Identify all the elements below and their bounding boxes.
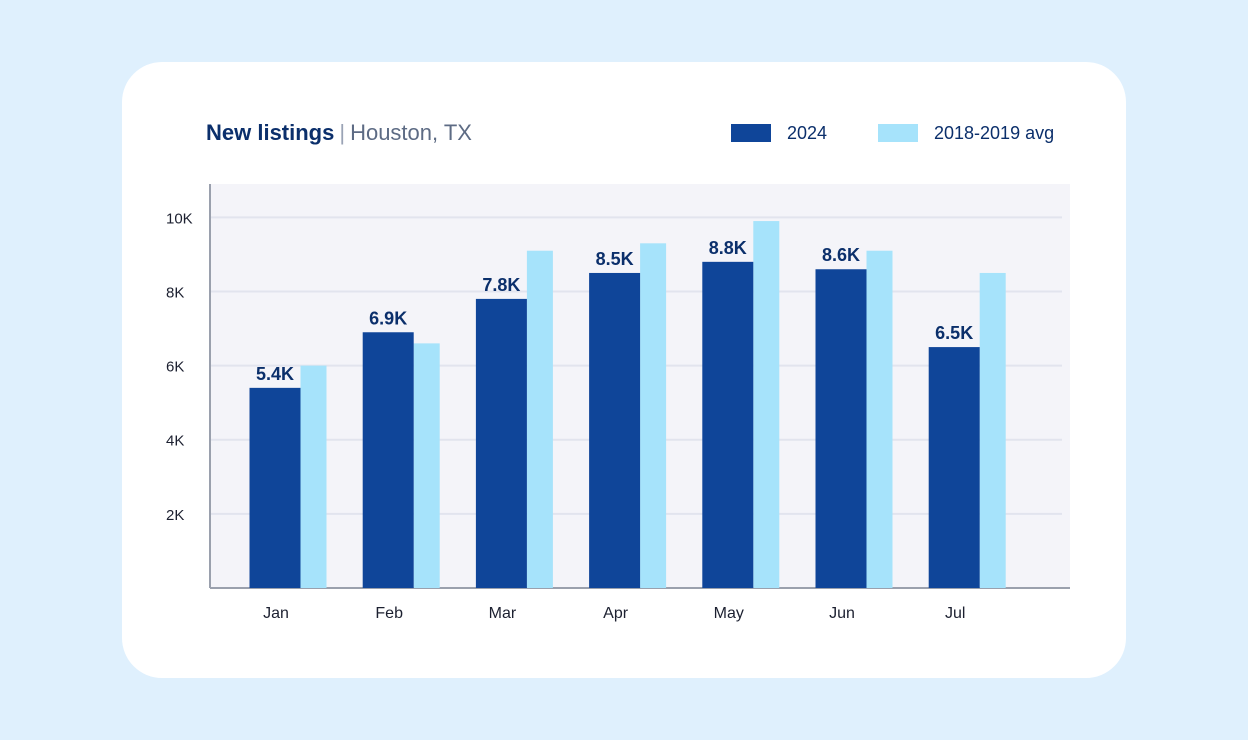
data-label-jan: 5.4K [256, 364, 294, 384]
bar-avg-mar [526, 250, 553, 589]
bar-avg-may [753, 221, 780, 589]
legend-swatch-2024 [731, 124, 771, 142]
legend-label-avg: 2018-2019 avg [934, 122, 1055, 143]
x-tick-label-may: May [714, 605, 744, 622]
y-tick-label: 8K [166, 284, 184, 301]
title-separator: | [339, 120, 346, 145]
x-tick-label-jun: Jun [829, 605, 855, 622]
legend-label-2024: 2024 [787, 122, 828, 143]
bar-2024-jan [249, 387, 301, 588]
data-label-may: 8.8K [709, 238, 747, 258]
x-tick-label-jan: Jan [263, 605, 289, 622]
bar-avg-jan [300, 365, 327, 588]
chart-title: New listings | Houston, TX [206, 119, 472, 147]
bar-avg-apr [640, 243, 667, 589]
bar-2024-feb [362, 332, 414, 588]
y-tick-label: 4K [166, 433, 184, 450]
data-label-apr: 8.5K [596, 249, 634, 269]
bar-2024-may [702, 261, 754, 588]
chart-subtitle: Houston, TX [350, 120, 472, 145]
legend-item-2024: 2024 [731, 122, 827, 144]
bar-2024-apr [589, 272, 641, 588]
data-label-jul: 6.5K [935, 323, 973, 343]
data-label-jun: 8.6K [822, 245, 860, 265]
bar-avg-jun [866, 250, 893, 589]
x-tick-label-apr: Apr [603, 605, 629, 622]
bar-avg-jul [979, 272, 1006, 588]
x-tick-label-feb: Feb [375, 605, 403, 622]
y-tick-label: 10K [166, 210, 193, 227]
x-tick-label-jul: Jul [945, 605, 965, 622]
data-label-feb: 6.9K [369, 308, 407, 328]
chart-title-main: New listings [206, 120, 335, 145]
legend-swatch-avg [878, 124, 918, 142]
bar-avg-feb [413, 343, 440, 588]
x-tick-label-mar: Mar [489, 605, 517, 622]
bar-2024-jun [815, 269, 867, 588]
legend-item-avg: 2018-2019 avg [878, 122, 1054, 144]
y-tick-label: 6K [166, 359, 184, 376]
data-label-mar: 7.8K [482, 275, 520, 295]
bar-2024-mar [475, 298, 527, 588]
y-tick-label: 2K [166, 507, 184, 524]
bar-2024-jul [928, 347, 980, 588]
